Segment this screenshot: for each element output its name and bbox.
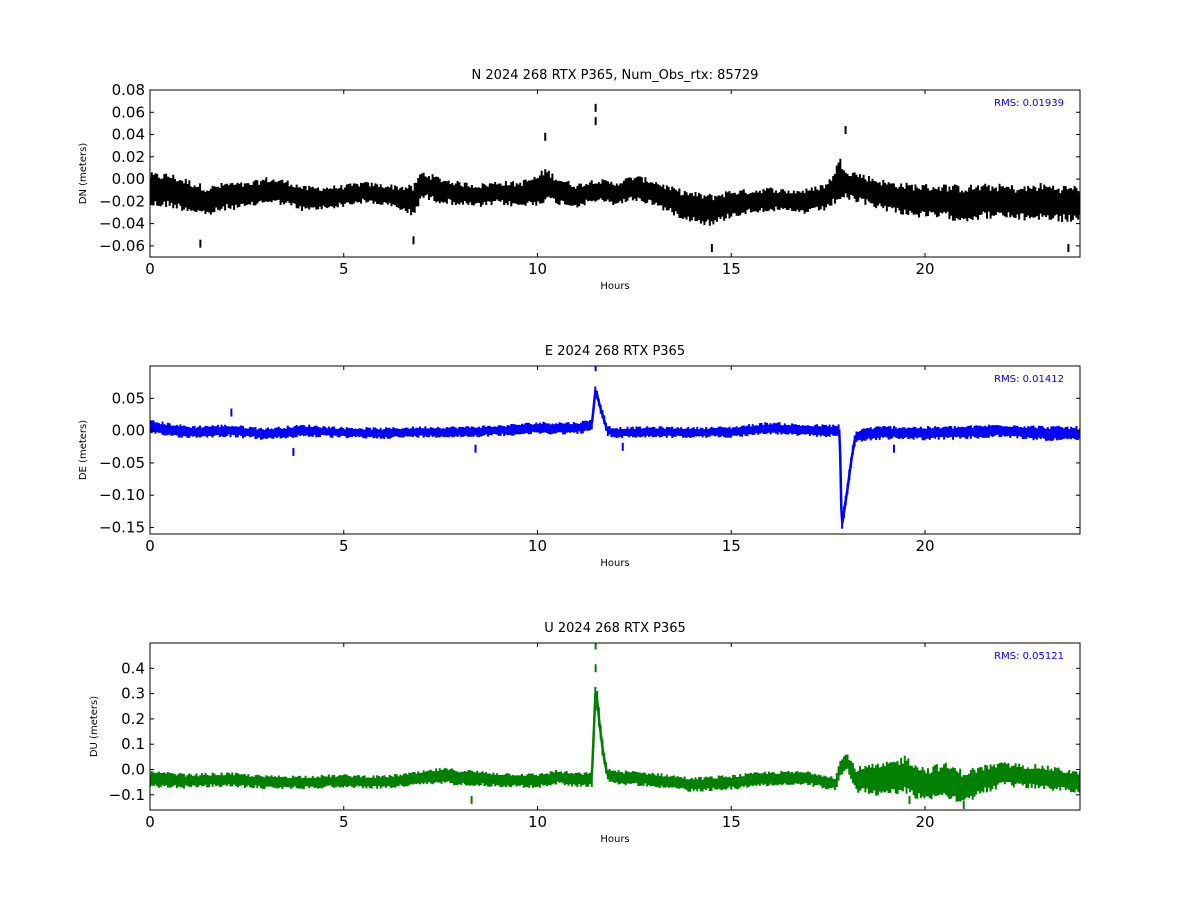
x-axis-label-north: Hours — [600, 281, 629, 292]
x-axis-label-east: Hours — [600, 558, 629, 569]
y-tick-label: 0.4 — [121, 659, 145, 677]
outlier-point-up-0 — [594, 643, 597, 650]
x-tick-label: 15 — [722, 813, 741, 831]
outlier-point-north-7 — [1067, 244, 1070, 253]
y-tick-label: 0.2 — [121, 710, 145, 728]
x-tick-label: 20 — [915, 537, 934, 555]
y-tick-label: −0.1 — [109, 786, 145, 804]
x-tick-label: 5 — [339, 813, 349, 831]
plot-frame-up — [149, 642, 1081, 811]
x-tick-label: 0 — [145, 813, 155, 831]
outlier-point-east-4 — [621, 442, 624, 451]
panel-north: 0 5 10 15 20 −0.06 −0.04 −0.02 0.00 0.02 0.04 0.06 0… — [78, 68, 1081, 292]
outlier-point-north-0 — [594, 103, 597, 112]
outlier-point-east-5 — [893, 444, 895, 453]
outlier-point-east-1 — [230, 408, 233, 417]
outlier-point-up-2 — [470, 795, 473, 804]
x-axis-label-up: Hours — [600, 834, 629, 845]
data-east — [150, 366, 1080, 529]
y-tick-label: 0.00 — [112, 422, 145, 440]
outlier-point-north-2 — [544, 132, 547, 141]
y-axis-label-north: DN (meters) — [78, 143, 89, 205]
y-tick-label: −0.05 — [99, 454, 145, 472]
x-tick-label: 15 — [722, 537, 741, 555]
rms-annotation-up: RMS: 0.05121 — [994, 651, 1064, 662]
x-tick-label: 10 — [528, 260, 547, 278]
y-axis-label-east: DE (meters) — [78, 420, 89, 480]
y-tick-label: −0.15 — [99, 519, 145, 537]
x-tick-label: 20 — [915, 813, 934, 831]
y-tick-label: 0.0 — [121, 761, 145, 779]
rms-annotation-north: RMS: 0.01939 — [994, 98, 1064, 109]
x-tick-label: 5 — [339, 537, 349, 555]
series-trace-north-0 — [150, 178, 1080, 212]
series-trace-up-0 — [150, 693, 1080, 789]
y-tick-label: 0.3 — [121, 685, 145, 703]
y-axis-label-up: DU (meters) — [89, 696, 100, 757]
panel-up: 0 5 10 15 20 −0.1 0.0 0.1 0.2 0.3 0.4 U 2024 268 RT… — [89, 621, 1081, 845]
y-tick-label: 0.05 — [112, 389, 145, 407]
outlier-point-up-3 — [962, 800, 965, 809]
chart-title-up: U 2024 268 RTX P365 — [544, 621, 686, 636]
y-tick-label: −0.06 — [99, 237, 145, 255]
rms-annotation-east: RMS: 0.01412 — [994, 374, 1064, 385]
x-tick-label: 0 — [145, 537, 155, 555]
outlier-point-north-6 — [199, 239, 202, 248]
outlier-point-east-0 — [594, 366, 597, 372]
y-tick-label: 0.1 — [121, 735, 145, 753]
x-tick-label: 20 — [915, 260, 934, 278]
y-tick-label: 0.04 — [112, 126, 145, 144]
y-tick-label: −0.02 — [99, 192, 145, 210]
outlier-point-east-3 — [474, 444, 477, 453]
x-tick-label: 15 — [722, 260, 741, 278]
outlier-point-north-4 — [412, 236, 415, 245]
data-north — [150, 103, 1080, 253]
outlier-point-up-4 — [908, 795, 911, 804]
data-up — [150, 643, 1080, 809]
chart-title-north: N 2024 268 RTX P365, Num_Obs_rtx: 85729 — [472, 68, 759, 83]
outlier-point-north-3 — [844, 126, 847, 135]
outlier-point-north-1 — [594, 117, 597, 126]
x-tick-label: 0 — [145, 260, 155, 278]
y-tick-label: 0.02 — [112, 148, 145, 166]
y-tick-label: 0.00 — [112, 170, 145, 188]
y-tick-label: 0.06 — [112, 103, 145, 121]
panel-east: 0 5 10 15 20 −0.15 −0.10 −0.05 0.00 0.05 E 2024 26… — [78, 344, 1081, 569]
x-tick-label: 10 — [528, 537, 547, 555]
y-tick-label: −0.04 — [99, 215, 145, 233]
outlier-point-north-5 — [710, 244, 713, 253]
plot-frame-north — [149, 89, 1081, 258]
y-tick-label: 0.08 — [112, 81, 145, 99]
x-tick-label: 5 — [339, 260, 349, 278]
series-trace-east-0 — [150, 388, 1080, 524]
outlier-point-east-2 — [292, 447, 295, 456]
x-tick-label: 10 — [528, 813, 547, 831]
outlier-point-up-1 — [594, 664, 597, 673]
chart-title-east: E 2024 268 RTX P365 — [545, 344, 685, 359]
plot-frame-east — [149, 365, 1081, 535]
y-tick-label: −0.10 — [99, 486, 145, 504]
